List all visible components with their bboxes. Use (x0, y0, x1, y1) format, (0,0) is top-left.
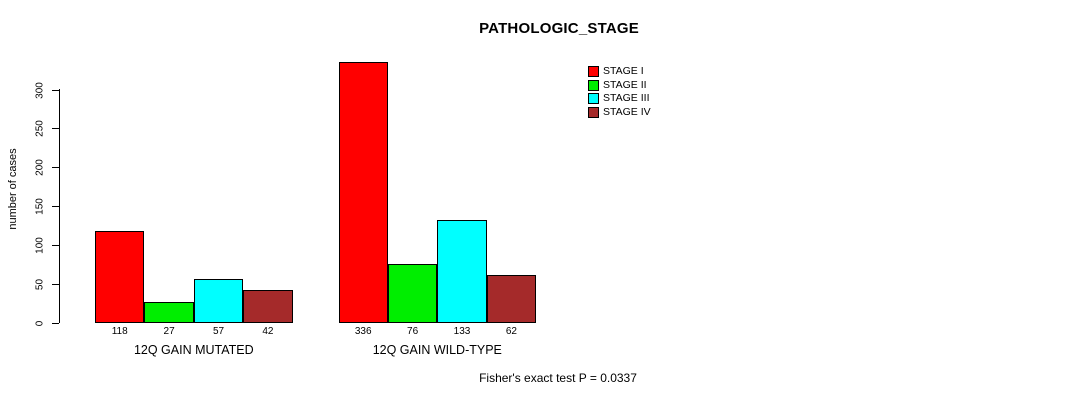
legend-label: STAGE I (603, 65, 644, 77)
y-axis-line (59, 89, 60, 323)
bar-stage-ii-group-2 (387, 263, 438, 323)
y-tick-200 (52, 167, 59, 169)
bar-stage-iii-group-1 (193, 278, 244, 323)
x-group-label-1: 12Q GAIN MUTATED (133, 343, 254, 357)
legend-item-stage-iii: STAGE III (588, 92, 651, 105)
bar-value-label: 62 (505, 326, 517, 337)
legend-item-stage-i: STAGE I (588, 66, 651, 77)
y-tick-label-150: 150 (34, 198, 46, 215)
legend-label: STAGE IV (603, 106, 651, 119)
footnote: Fisher's exact test P = 0.0337 (479, 371, 637, 385)
bar-value-label: 42 (262, 326, 274, 337)
y-tick-0 (52, 322, 59, 324)
y-tick-250 (52, 128, 59, 130)
y-tick-100 (52, 244, 59, 246)
y-tick-50 (52, 283, 59, 285)
y-tick-150 (52, 206, 59, 207)
legend-label: STAGE III (603, 92, 650, 105)
bar-stage-i-group-1 (95, 231, 145, 323)
bar-value-label: 57 (212, 326, 225, 337)
legend-swatch-icon (588, 66, 599, 77)
bar-stage-ii-group-1 (144, 302, 194, 323)
legend-label: STAGE II (603, 78, 647, 91)
y-tick-300 (52, 89, 59, 91)
legend-swatch-icon (588, 79, 599, 91)
bar-value-label: 76 (407, 326, 419, 337)
bar-value-label: 133 (453, 326, 471, 337)
bar-stage-iii-group-2 (437, 219, 487, 323)
x-group-label-2: 12Q GAIN WILD-TYPE (372, 343, 502, 357)
legend-item-stage-ii: STAGE II (588, 78, 651, 91)
y-axis-label: number of cases (7, 148, 19, 230)
bar-stage-iv-group-1 (243, 290, 293, 323)
y-tick-label-100: 100 (34, 236, 46, 254)
legend-item-stage-iv: STAGE IV (588, 106, 651, 119)
legend: STAGE I STAGE II STAGE III STAGE IV (588, 66, 651, 119)
bar-stage-i-group-2 (338, 62, 388, 323)
y-tick-label-200: 200 (34, 159, 46, 176)
y-tick-label-50: 50 (34, 278, 46, 290)
bar-value-label: 118 (111, 326, 128, 337)
bar-value-label: 27 (163, 326, 175, 337)
chart-title: PATHOLOGIC_STAGE (479, 20, 639, 37)
legend-swatch-icon (588, 93, 599, 105)
bar-value-label: 336 (354, 326, 372, 337)
y-tick-label-300: 300 (34, 81, 46, 99)
bar-stage-iv-group-2 (486, 274, 537, 323)
legend-swatch-icon (588, 107, 599, 119)
y-tick-label-0: 0 (34, 320, 46, 326)
y-tick-label-250: 250 (34, 120, 46, 138)
